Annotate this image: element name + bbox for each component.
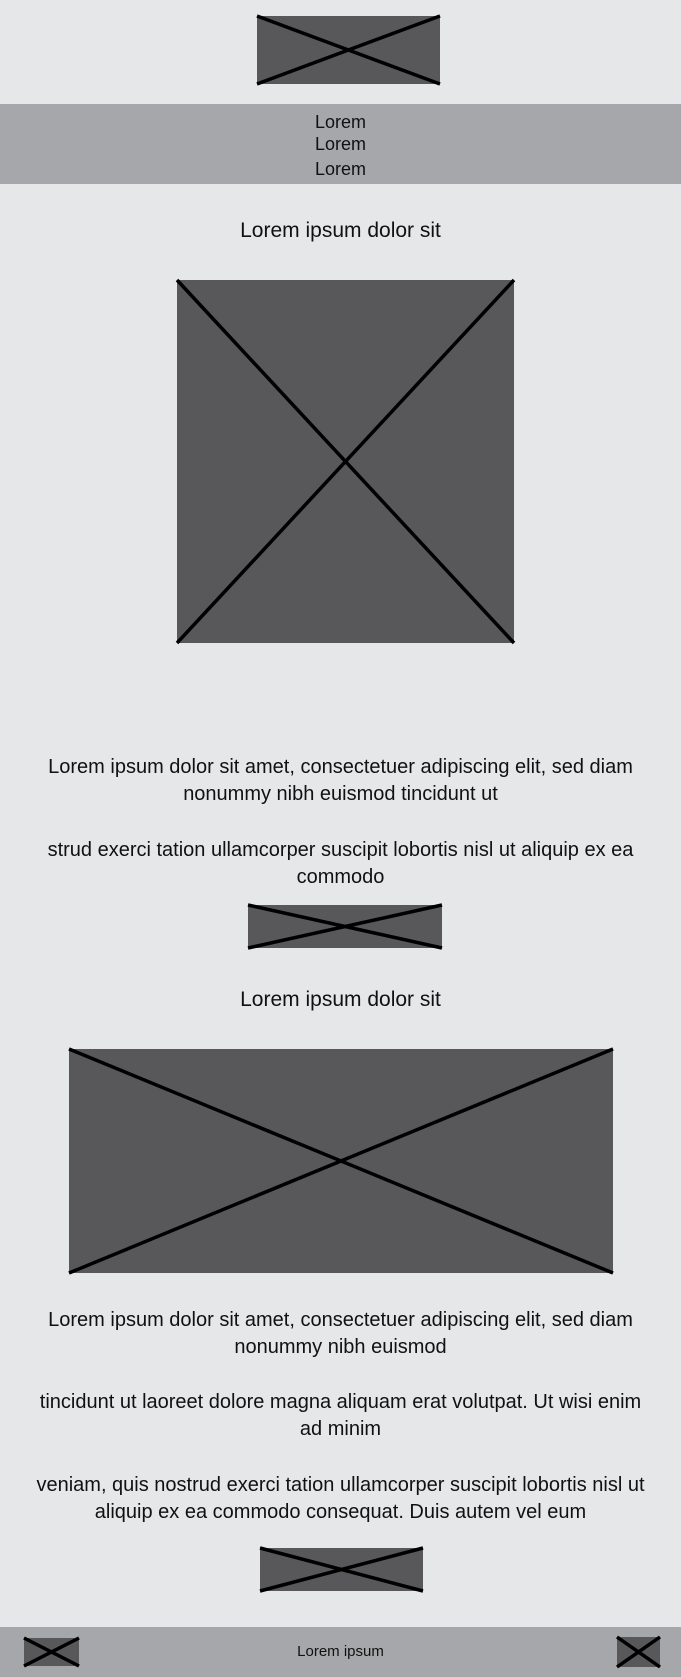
footer-text: Lorem ipsum [297, 1643, 384, 1660]
image-placeholder-icon [615, 1635, 662, 1669]
image-placeholder-icon [68, 1047, 614, 1275]
section1-paragraph-2: strud exerci tation ullamcorper suscipit… [47, 839, 634, 888]
section1-button[interactable] [247, 903, 443, 950]
section2-heading: Lorem ipsum dolor sit [240, 988, 441, 1011]
image-placeholder-icon [23, 1636, 80, 1668]
image-placeholder-icon [175, 278, 516, 645]
footer-right-icon-button[interactable] [615, 1635, 662, 1669]
nav-bar: Lorem Lorem Lorem [0, 104, 681, 184]
section2-paragraph-2: tincidunt ut laoreet dolore magna aliqua… [39, 1391, 642, 1440]
logo-placeholder[interactable] [256, 14, 441, 86]
footer-bar: Lorem ipsum [0, 1627, 681, 1677]
footer-left-icon-button[interactable] [23, 1636, 80, 1668]
image-placeholder-icon [259, 1546, 424, 1593]
section1-heading: Lorem ipsum dolor sit [240, 219, 441, 242]
section2-button[interactable] [259, 1546, 424, 1593]
section1-paragraph-1: Lorem ipsum dolor sit amet, consectetuer… [48, 756, 633, 805]
section2-paragraph-3: veniam, quis nostrud exerci tation ullam… [36, 1474, 645, 1523]
image-placeholder-icon [256, 14, 441, 86]
section2-image [68, 1047, 614, 1275]
section1-image [175, 278, 516, 645]
nav-item-3[interactable]: Lorem [314, 159, 367, 179]
image-placeholder-icon [247, 903, 443, 950]
nav-item-1[interactable]: Lorem [314, 112, 367, 132]
nav-item-2[interactable]: Lorem [314, 134, 367, 154]
section2-paragraph-1: Lorem ipsum dolor sit amet, consectetuer… [48, 1309, 633, 1358]
